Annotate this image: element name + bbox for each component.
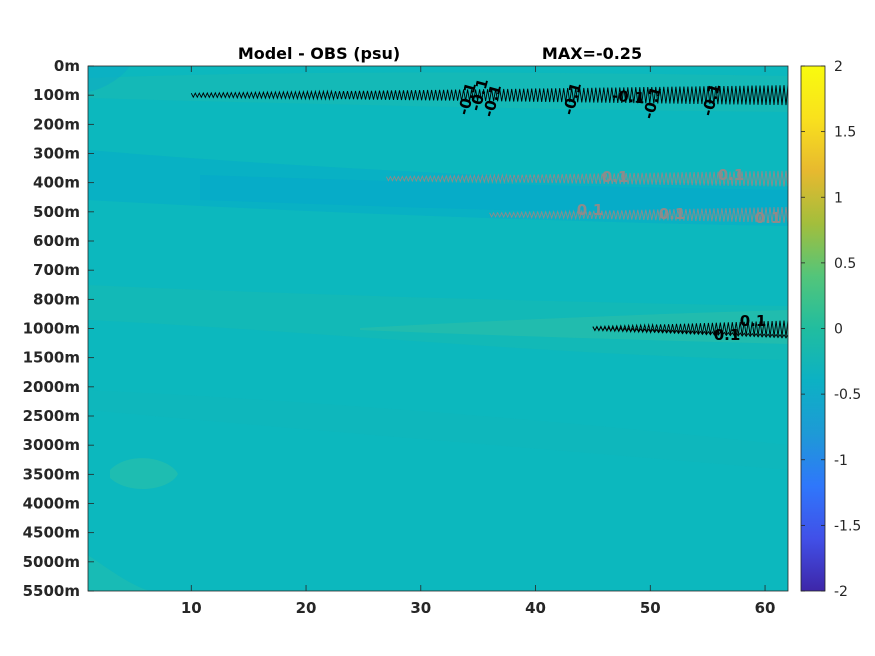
y-tick-label: 100m (33, 86, 80, 104)
colorbar: 2 1.5 1 0.5 0 -0.5 -1 -1.5 -2 (800, 59, 861, 600)
y-tick-label: 2000m (23, 378, 80, 396)
heatmap-band (88, 285, 788, 360)
contour-label: 0.1 (718, 166, 745, 184)
y-axis: 0m 100m 200m 300m 400m 500m 600m 700m 800m 1000m 1… (23, 57, 94, 600)
y-tick-label: 700m (33, 261, 80, 279)
colorbar-tick-label: -2 (834, 584, 848, 600)
heatmap-band (88, 72, 788, 112)
y-tick-label: 4000m (23, 495, 80, 513)
x-tick-label: 20 (296, 599, 317, 617)
heatmap-band (360, 310, 788, 344)
colorbar-tick-label: -0.5 (834, 387, 861, 403)
colorbar-tick-label: 0 (834, 322, 843, 338)
heatmap-band (200, 175, 788, 215)
y-tick-label: 3000m (23, 436, 80, 454)
contour-label: 0.1 (755, 209, 782, 227)
plot-area: -0.1-0.1-0.1 -0.1 -0.1-0.1 -0.10.1 0.10.1 0.1… (87, 65, 789, 592)
x-tick-label: 40 (525, 599, 546, 617)
contour-label: 0.1 (740, 312, 767, 330)
y-tick-label: 800m (33, 290, 80, 308)
x-axis: 10 20 30 40 50 60 (181, 66, 776, 617)
contour-path (592, 326, 788, 339)
heatmap-band (88, 555, 150, 591)
contour-line (489, 206, 788, 223)
contour-label: -0.1 (611, 87, 645, 108)
heatmap-shading (88, 66, 788, 591)
contour-label: 0.1 (602, 168, 629, 186)
heatmap-band (88, 390, 788, 470)
x-tick-label: 60 (755, 599, 776, 617)
y-tick-label: 0m (54, 57, 80, 75)
y-tick-label: 600m (33, 232, 80, 250)
y-tick-label: 5500m (23, 582, 80, 600)
colorbar-tick-label: 1.5 (834, 125, 856, 141)
y-tick-label: 2500m (23, 407, 80, 425)
x-tick-label: 30 (410, 599, 431, 617)
y-tick-label: 200m (33, 115, 80, 133)
heatmap-band (110, 458, 178, 490)
y-tick-label: 300m (33, 145, 80, 163)
y-tick-label: 4500m (23, 524, 80, 542)
contour-path (385, 170, 788, 187)
heatmap-band (88, 66, 130, 92)
colorbar-tick-label: 0.5 (834, 256, 856, 272)
y-tick-label: 5000m (23, 553, 80, 571)
max-label: MAX=-0.25 (542, 44, 642, 63)
colorbar-tick-label: 1 (834, 190, 843, 206)
contour-line (592, 320, 788, 339)
contour-path (489, 206, 788, 223)
y-tick-label: 1000m (23, 320, 80, 338)
x-tick-label: 50 (640, 599, 661, 617)
contour-path (190, 85, 788, 106)
x-tick-label: 10 (181, 599, 202, 617)
colorbar-tick-label: 2 (834, 59, 843, 75)
y-tick-label: 3500m (23, 465, 80, 483)
contour-line (385, 170, 788, 187)
y-tick-label: 1500m (23, 349, 80, 367)
contour-label: 0.1 (577, 201, 604, 219)
y-tick-label: 500m (33, 203, 80, 221)
contour-label: 0.1 (659, 205, 686, 223)
colorbar-tick-label: -1.5 (834, 518, 861, 534)
contour-line (190, 85, 788, 106)
chart-title: Model - OBS (psu) (238, 44, 400, 63)
colorbar-tick-label: -1 (834, 453, 848, 469)
contour-label: 0.1 (714, 326, 741, 344)
y-tick-label: 400m (33, 174, 80, 192)
